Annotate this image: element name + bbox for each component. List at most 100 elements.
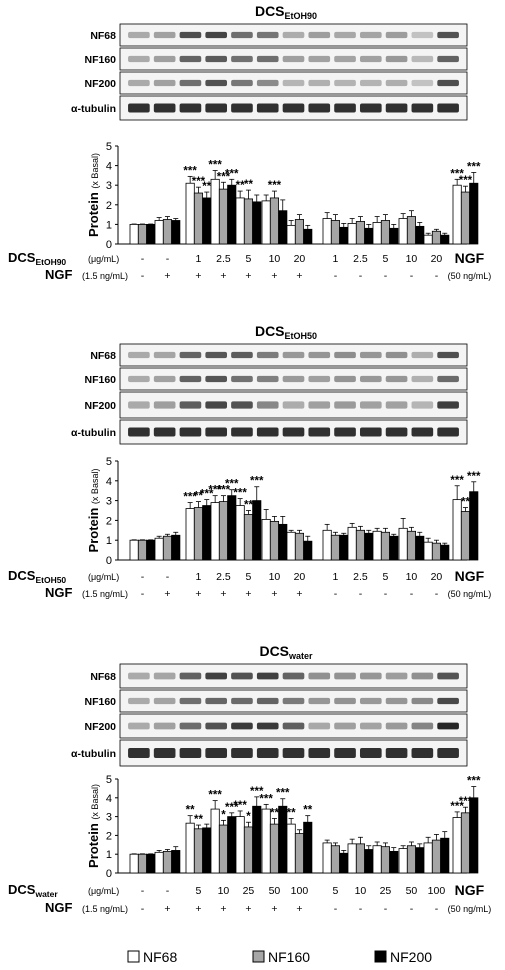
blot-band	[385, 697, 408, 705]
bar	[364, 532, 374, 561]
blot-band	[359, 31, 382, 39]
ngf-value: +	[245, 903, 251, 915]
bar	[452, 184, 462, 245]
dcs-value: -	[166, 253, 170, 265]
blot-band	[231, 351, 253, 359]
bar	[286, 224, 296, 245]
bar	[218, 824, 229, 874]
blot-band	[437, 79, 459, 87]
blot-band	[282, 427, 305, 437]
dcs-value: 10	[406, 253, 418, 265]
blot-band	[205, 55, 228, 63]
blot-band	[359, 722, 382, 730]
bar	[431, 839, 441, 874]
significance-label: **	[244, 179, 253, 191]
blot-band	[334, 722, 356, 730]
ngf-value: (50 ng/mL)	[448, 904, 492, 914]
bar	[389, 850, 399, 874]
bar	[235, 505, 245, 561]
blot-band	[153, 672, 176, 680]
dcs-value: 5	[383, 253, 389, 265]
blot-band	[334, 697, 356, 705]
blot-label: α-tubulin	[71, 748, 116, 760]
significance-label: ***	[467, 471, 481, 483]
dcs-value: 5	[246, 253, 252, 265]
bar	[252, 201, 262, 245]
bar	[294, 219, 304, 245]
y-tick-label: 2	[106, 200, 112, 212]
bar	[185, 508, 195, 561]
bar	[355, 529, 365, 561]
bar	[154, 220, 164, 245]
blot-band	[153, 375, 176, 383]
bar	[261, 200, 271, 245]
bar	[218, 188, 229, 245]
significance-label: ***	[459, 796, 473, 808]
bar	[137, 853, 148, 874]
blot-band	[437, 427, 459, 437]
dcs-value: 5	[383, 571, 389, 583]
bar	[185, 822, 195, 874]
blot-band	[179, 79, 202, 87]
bar	[129, 853, 139, 874]
bar	[210, 178, 220, 245]
dcs-value: 20	[294, 571, 306, 583]
blot-band	[334, 55, 356, 63]
blot-label: NF160	[84, 374, 116, 386]
blot-band	[179, 722, 202, 730]
dcs-value: 2.5	[353, 571, 368, 583]
blot-band	[179, 748, 202, 758]
bar	[423, 541, 433, 561]
blot-band	[153, 401, 176, 409]
blot-band	[437, 55, 459, 63]
ngf-value: -	[435, 903, 439, 915]
dcs-row-label: DCSwater	[8, 882, 58, 899]
bar	[243, 826, 254, 874]
significance-label: ***	[225, 479, 239, 491]
bar	[389, 227, 399, 245]
significance-label: ***	[200, 489, 214, 501]
blot-band	[256, 79, 279, 87]
y-tick-label: 0	[106, 239, 112, 251]
blot-band	[205, 103, 228, 113]
bar	[235, 197, 245, 245]
significance-label: ***	[459, 175, 473, 187]
blot-band	[359, 427, 382, 437]
bar	[243, 514, 254, 561]
y-tick-label: 1	[106, 535, 112, 547]
blot-band	[385, 375, 408, 383]
bar	[202, 505, 212, 561]
blot-band	[334, 351, 356, 359]
blot-band	[334, 375, 356, 383]
blot-band	[308, 103, 331, 113]
dcs-value: 25	[243, 885, 255, 897]
blot-band	[334, 31, 356, 39]
significance-label: **	[194, 491, 203, 503]
dcs-value: 5	[246, 571, 252, 583]
y-tick-label: 5	[106, 774, 112, 786]
bar	[372, 222, 382, 245]
bar	[227, 184, 237, 245]
bar	[380, 531, 390, 561]
blot-band	[282, 55, 305, 63]
bar	[322, 842, 332, 874]
ngf-value: +	[271, 903, 277, 915]
bar	[423, 842, 433, 874]
dcs-value: 50	[269, 885, 281, 897]
dcs-value: -	[141, 253, 145, 265]
bar	[252, 500, 262, 561]
blot-band	[385, 103, 408, 113]
bar	[202, 197, 212, 245]
significance-label: ***	[268, 180, 282, 192]
blot-label: NF160	[84, 54, 116, 66]
y-tick-label: 2	[106, 515, 112, 527]
bar	[193, 507, 204, 561]
bar	[355, 221, 365, 245]
bar	[162, 850, 173, 874]
dcs-value: 2.5	[353, 253, 368, 265]
blot-band	[385, 55, 408, 63]
blot-band	[231, 79, 253, 87]
blot-band	[231, 748, 253, 758]
dcs-value: 20	[294, 253, 306, 265]
blot-band	[231, 722, 253, 730]
